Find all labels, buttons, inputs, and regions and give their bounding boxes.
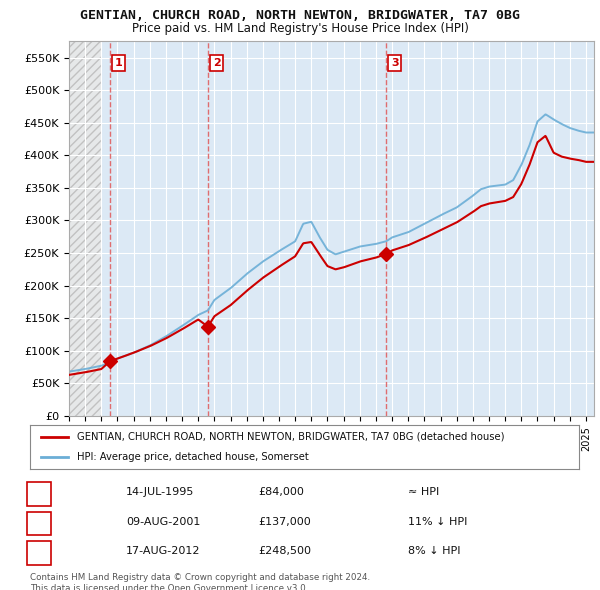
Text: 3: 3	[391, 58, 398, 68]
Text: £84,000: £84,000	[258, 487, 304, 497]
Text: ≈ HPI: ≈ HPI	[408, 487, 439, 497]
Text: £137,000: £137,000	[258, 517, 311, 526]
Text: Price paid vs. HM Land Registry's House Price Index (HPI): Price paid vs. HM Land Registry's House …	[131, 22, 469, 35]
Text: Contains HM Land Registry data © Crown copyright and database right 2024.
This d: Contains HM Land Registry data © Crown c…	[30, 573, 370, 590]
Text: 14-JUL-1995: 14-JUL-1995	[126, 487, 194, 497]
Text: HPI: Average price, detached house, Somerset: HPI: Average price, detached house, Some…	[77, 452, 308, 462]
Text: 8% ↓ HPI: 8% ↓ HPI	[408, 546, 461, 556]
Text: 1: 1	[115, 58, 122, 68]
Text: 09-AUG-2001: 09-AUG-2001	[126, 517, 200, 526]
Text: 11% ↓ HPI: 11% ↓ HPI	[408, 517, 467, 526]
Text: 2: 2	[213, 58, 221, 68]
Text: 1: 1	[35, 486, 43, 499]
Bar	[69, 41, 101, 416]
Text: 2: 2	[35, 515, 43, 528]
Text: £248,500: £248,500	[258, 546, 311, 556]
Text: 17-AUG-2012: 17-AUG-2012	[126, 546, 200, 556]
Text: GENTIAN, CHURCH ROAD, NORTH NEWTON, BRIDGWATER, TA7 0BG: GENTIAN, CHURCH ROAD, NORTH NEWTON, BRID…	[80, 9, 520, 22]
Text: 3: 3	[35, 545, 43, 558]
Text: GENTIAN, CHURCH ROAD, NORTH NEWTON, BRIDGWATER, TA7 0BG (detached house): GENTIAN, CHURCH ROAD, NORTH NEWTON, BRID…	[77, 432, 504, 442]
